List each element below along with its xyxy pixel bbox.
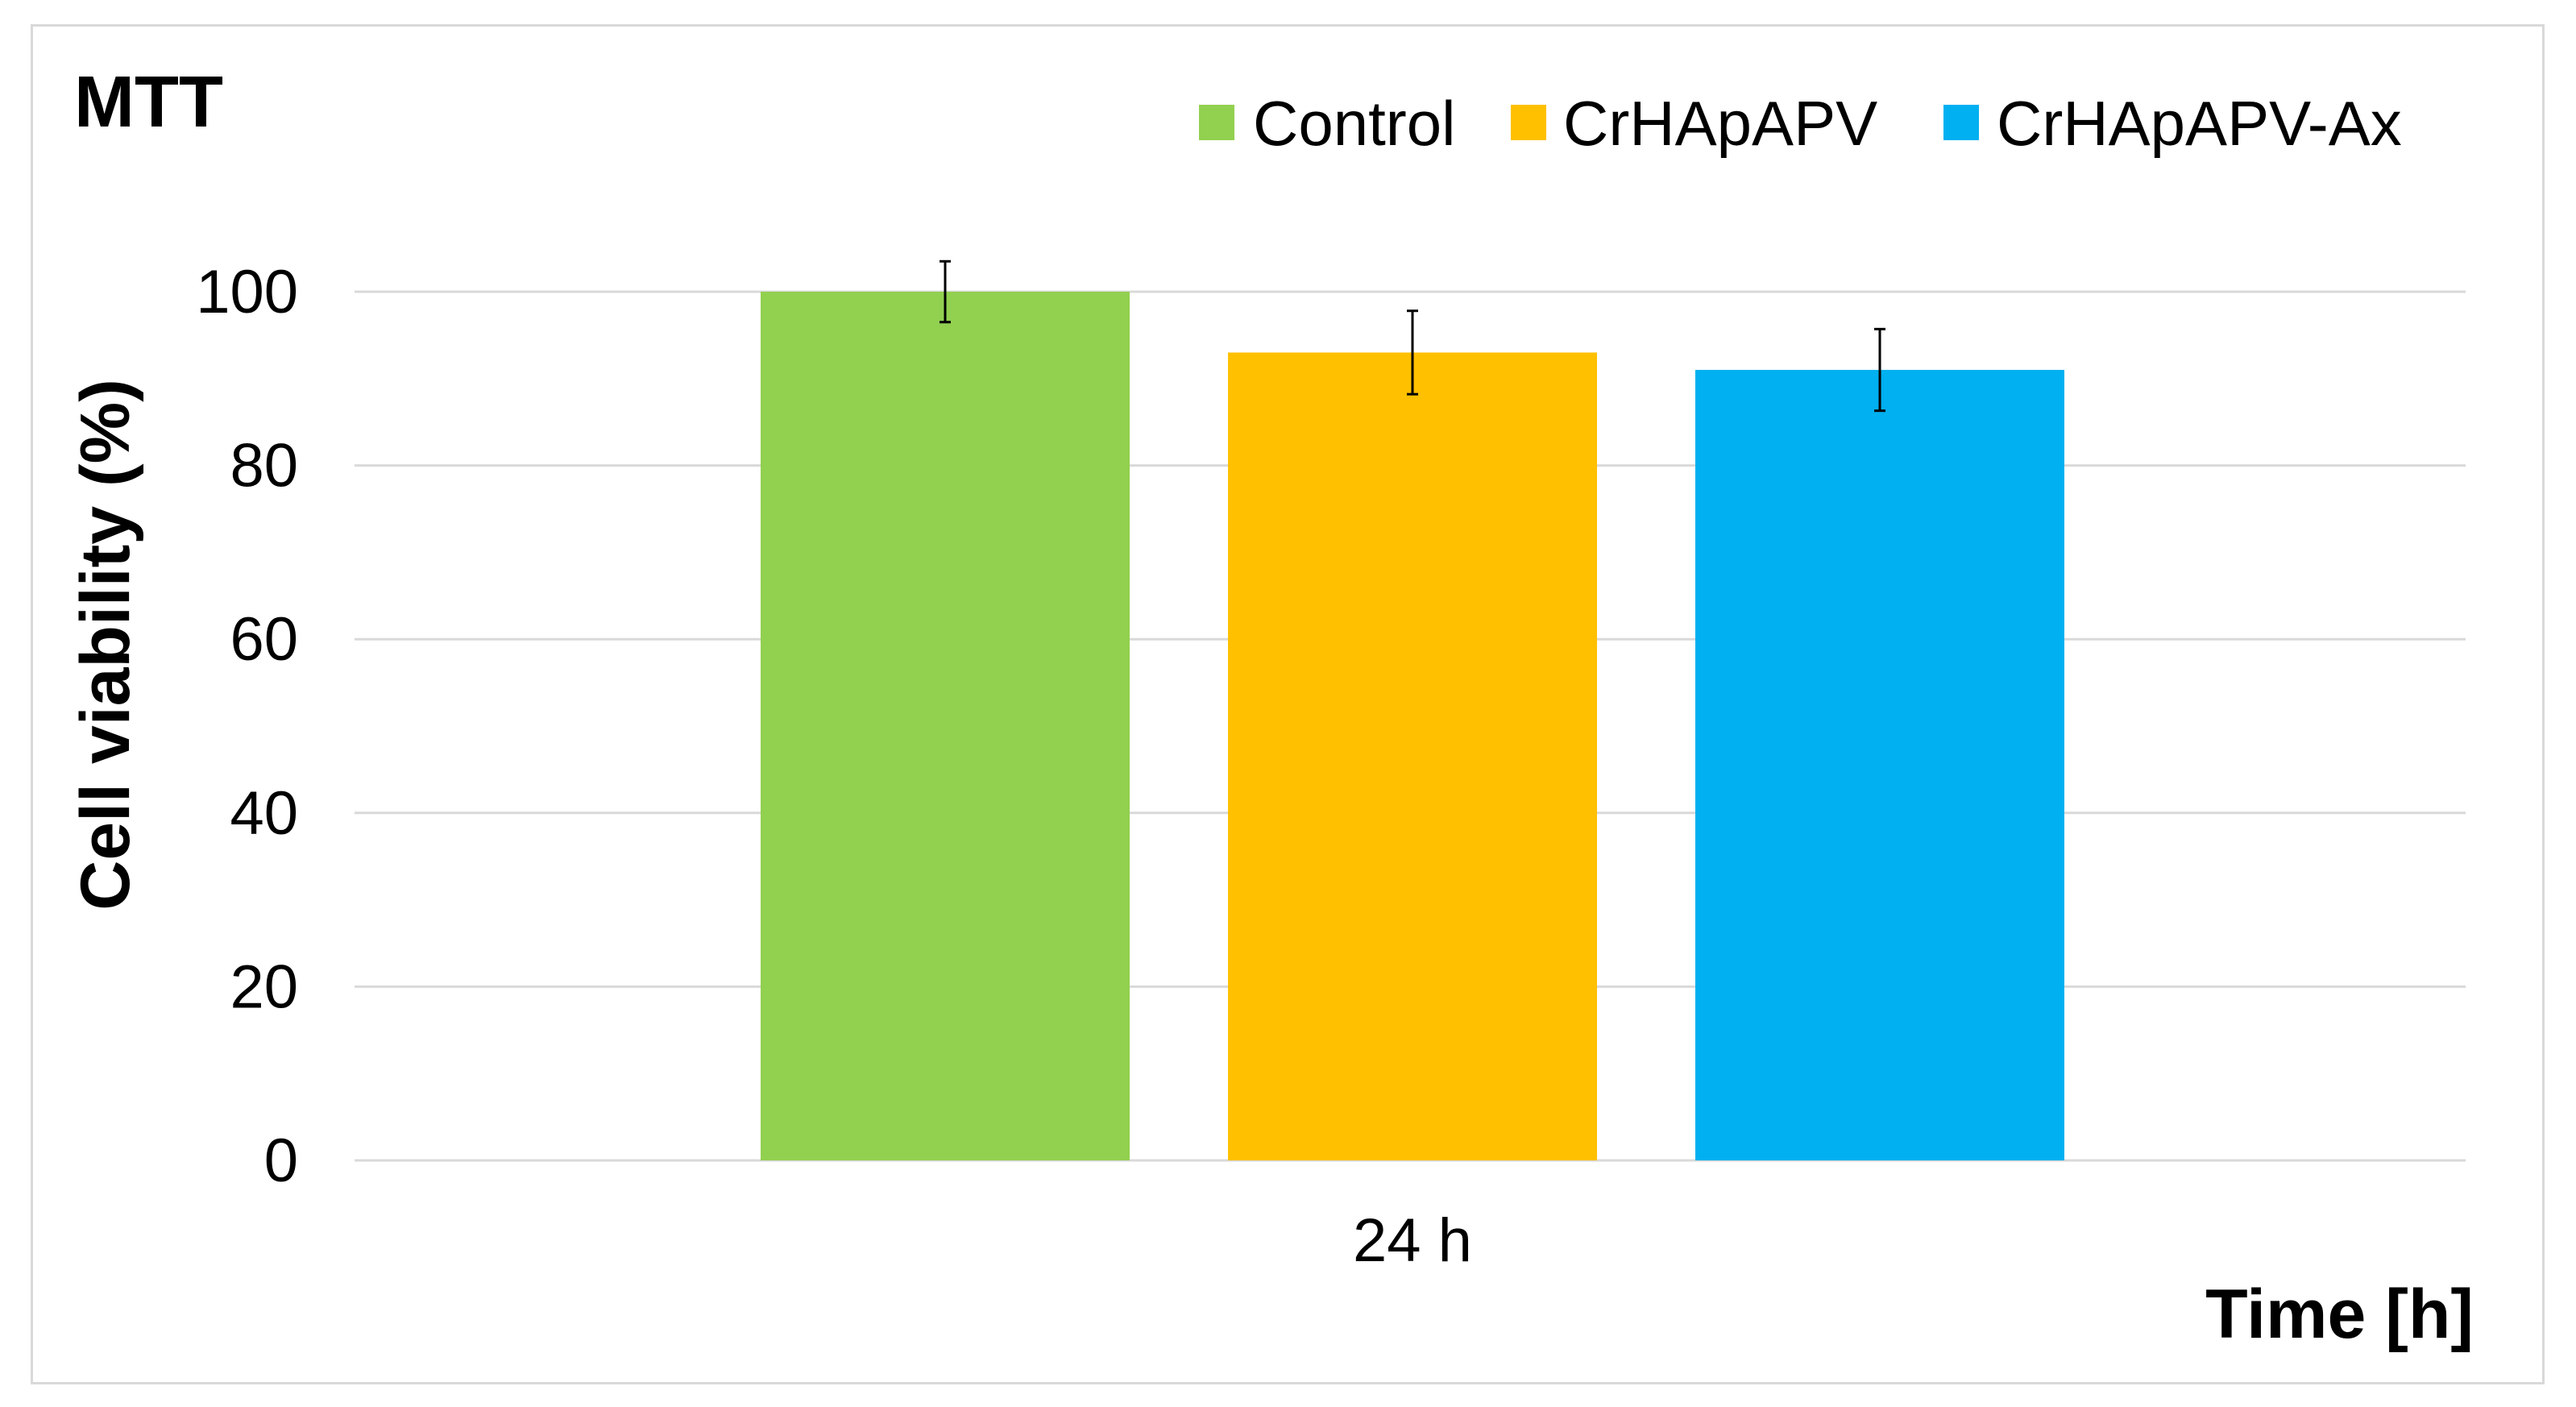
y-tick-label: 40 bbox=[230, 779, 298, 848]
y-tick-label: 20 bbox=[230, 953, 298, 1021]
error-bar bbox=[1874, 327, 1885, 413]
y-tick-label: 0 bbox=[264, 1127, 298, 1195]
legend: Control CrHApAPV CrHApAPV-Ax bbox=[1199, 88, 2402, 159]
y-axis-ticks: 0 20 40 60 80 100 bbox=[196, 258, 298, 1195]
legend-label: CrHApAPV-Ax bbox=[1997, 88, 2402, 159]
error-bars bbox=[940, 259, 1885, 413]
x-tick-label: 24 h bbox=[1353, 1206, 1472, 1275]
bar-control bbox=[761, 292, 1130, 1160]
legend-item: CrHApAPV bbox=[1511, 88, 1877, 159]
y-tick-label: 100 bbox=[196, 258, 298, 326]
y-tick-label: 60 bbox=[230, 605, 298, 674]
chart-title: MTT bbox=[74, 62, 223, 143]
x-axis-label: Time [h] bbox=[2205, 1276, 2474, 1353]
legend-swatch bbox=[1511, 105, 1546, 140]
legend-label: Control bbox=[1253, 88, 1455, 159]
error-bar bbox=[940, 259, 951, 324]
legend-item: Control bbox=[1199, 88, 1455, 159]
legend-swatch bbox=[1943, 105, 1979, 140]
bar-crhapapv-ax bbox=[1695, 370, 2064, 1160]
legend-item: CrHApAPV-Ax bbox=[1943, 88, 2402, 159]
chart-frame bbox=[31, 24, 2545, 1384]
x-axis-ticks: 24 h bbox=[1353, 1206, 1472, 1275]
legend-label: CrHApAPV bbox=[1563, 88, 1877, 159]
error-bar bbox=[1407, 309, 1418, 396]
gridlines bbox=[355, 290, 2466, 1162]
legend-swatch bbox=[1199, 105, 1234, 140]
bar-crhapapv bbox=[1228, 352, 1597, 1161]
y-axis-label: Cell viability (%) bbox=[67, 379, 144, 911]
bars bbox=[761, 292, 2064, 1161]
y-tick-label: 80 bbox=[230, 432, 298, 500]
